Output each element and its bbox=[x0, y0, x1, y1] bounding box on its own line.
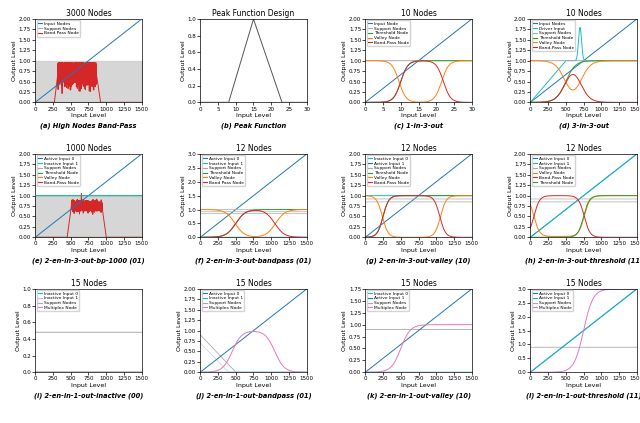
Legend: Inactive Input 0, Inactive Input 1, Support Nodes, Multiplex Node: Inactive Input 0, Inactive Input 1, Supp… bbox=[36, 290, 79, 311]
X-axis label: Input Level: Input Level bbox=[566, 383, 601, 388]
Y-axis label: Output Level: Output Level bbox=[511, 310, 516, 351]
Title: 15 Nodes: 15 Nodes bbox=[401, 279, 436, 288]
Y-axis label: Output Level: Output Level bbox=[16, 310, 21, 351]
Text: (c) 1-in-3-out: (c) 1-in-3-out bbox=[394, 123, 443, 129]
Title: 15 Nodes: 15 Nodes bbox=[236, 279, 271, 288]
Y-axis label: Output Level: Output Level bbox=[342, 310, 348, 351]
Legend: Active Input 0, Inactive Input 1, Support Nodes, Threshold Node, Valley Node, Ba: Active Input 0, Inactive Input 1, Suppor… bbox=[36, 155, 80, 186]
Y-axis label: Output Level: Output Level bbox=[342, 175, 348, 216]
X-axis label: Input Level: Input Level bbox=[401, 383, 436, 388]
Title: 1000 Nodes: 1000 Nodes bbox=[66, 144, 111, 153]
Y-axis label: Output Level: Output Level bbox=[12, 40, 17, 81]
Legend: Active Input 0, Active Input 1, Support Nodes, Valley Node, Band-Pass Node, Thre: Active Input 0, Active Input 1, Support … bbox=[532, 155, 575, 186]
Title: 12 Nodes: 12 Nodes bbox=[236, 144, 271, 153]
Text: (i) 2-en-in-1-out-inactive (00): (i) 2-en-in-1-out-inactive (00) bbox=[34, 393, 143, 399]
Text: (g) 2-en-in-3-out-valley (10): (g) 2-en-in-3-out-valley (10) bbox=[366, 258, 470, 264]
Legend: Input Nodes, Driver Input, Support Nodes, Threshold Node, Valley Node, Band-Pass: Input Nodes, Driver Input, Support Nodes… bbox=[532, 20, 575, 51]
Y-axis label: Output Level: Output Level bbox=[508, 40, 513, 81]
Text: (f) 2-en-in-3-out-bandpass (01): (f) 2-en-in-3-out-bandpass (01) bbox=[195, 258, 312, 264]
Title: 15 Nodes: 15 Nodes bbox=[566, 279, 602, 288]
Y-axis label: Output Level: Output Level bbox=[508, 175, 513, 216]
Text: (k) 2-en-in-1-out-valley (10): (k) 2-en-in-1-out-valley (10) bbox=[367, 393, 470, 399]
Y-axis label: Output Level: Output Level bbox=[342, 40, 348, 81]
X-axis label: Input Level: Input Level bbox=[71, 248, 106, 253]
Text: (l) 2-en-in-1-out-threshold (11): (l) 2-en-in-1-out-threshold (11) bbox=[526, 393, 640, 399]
Title: 10 Nodes: 10 Nodes bbox=[401, 9, 436, 18]
Text: (h) 2-en-in-3-out-threshold (11): (h) 2-en-in-3-out-threshold (11) bbox=[525, 258, 640, 264]
X-axis label: Input Level: Input Level bbox=[566, 248, 601, 253]
X-axis label: Input Level: Input Level bbox=[401, 113, 436, 118]
X-axis label: Input Level: Input Level bbox=[236, 113, 271, 118]
Y-axis label: Output Level: Output Level bbox=[181, 40, 186, 81]
X-axis label: Input Level: Input Level bbox=[71, 113, 106, 118]
X-axis label: Input Level: Input Level bbox=[71, 383, 106, 388]
X-axis label: Input Level: Input Level bbox=[236, 248, 271, 253]
Title: 10 Nodes: 10 Nodes bbox=[566, 9, 602, 18]
X-axis label: Input Level: Input Level bbox=[401, 248, 436, 253]
Title: Peak Function Design: Peak Function Design bbox=[212, 9, 294, 18]
Title: 12 Nodes: 12 Nodes bbox=[566, 144, 602, 153]
Title: 12 Nodes: 12 Nodes bbox=[401, 144, 436, 153]
Legend: Input Nodes, Support Nodes, Band Pass Node: Input Nodes, Support Nodes, Band Pass No… bbox=[36, 20, 80, 37]
Legend: Active Input 0, Active Input 1, Support Nodes, Multiplex Node: Active Input 0, Active Input 1, Support … bbox=[532, 290, 573, 311]
Text: (d) 3-in-3-out: (d) 3-in-3-out bbox=[559, 123, 609, 129]
Y-axis label: Output Level: Output Level bbox=[177, 310, 182, 351]
Text: (j) 2-en-in-1-out-bandpass (01): (j) 2-en-in-1-out-bandpass (01) bbox=[196, 393, 311, 399]
Legend: Active Input 0, Inactive Input 1, Support Nodes, Threshold Node, Valley Node, Ba: Active Input 0, Inactive Input 1, Suppor… bbox=[202, 155, 245, 186]
Legend: Inactive Input 0, Active Input 1, Support Nodes, Threshold Node, Valley Node, Ba: Inactive Input 0, Active Input 1, Suppor… bbox=[367, 155, 410, 186]
X-axis label: Input Level: Input Level bbox=[236, 383, 271, 388]
X-axis label: Input Level: Input Level bbox=[566, 113, 601, 118]
Legend: Inactive Input 0, Active Input 1, Support Nodes, Multiplex Node: Inactive Input 0, Active Input 1, Suppor… bbox=[367, 290, 409, 311]
Legend: Input Node, Support Nodes, Threshold Node, Valley Node, Band-Pass Node: Input Node, Support Nodes, Threshold Nod… bbox=[367, 20, 410, 46]
Text: (b) Peak Function: (b) Peak Function bbox=[221, 123, 286, 129]
Title: 3000 Nodes: 3000 Nodes bbox=[65, 9, 111, 18]
Legend: Active Input 0, Inactive Input 1, Support Nodes, Multiplex Node: Active Input 0, Inactive Input 1, Suppor… bbox=[202, 290, 244, 311]
Title: 15 Nodes: 15 Nodes bbox=[70, 279, 106, 288]
Text: (e) 2-en-in-3-out-bp-1000 (01): (e) 2-en-in-3-out-bp-1000 (01) bbox=[32, 258, 145, 264]
Y-axis label: Output Level: Output Level bbox=[181, 175, 186, 216]
Text: (a) High Nodes Band-Pass: (a) High Nodes Band-Pass bbox=[40, 123, 137, 129]
Y-axis label: Output Level: Output Level bbox=[12, 175, 17, 216]
